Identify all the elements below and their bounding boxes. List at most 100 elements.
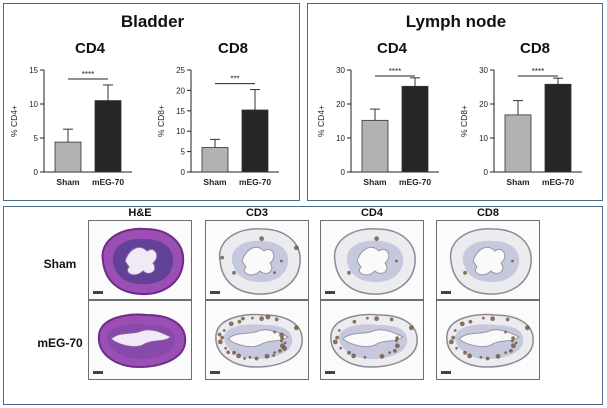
column-label-he: H&E bbox=[128, 207, 152, 219]
positive-cell bbox=[272, 354, 275, 357]
positive-cell bbox=[514, 341, 518, 345]
cd4-meg70-image bbox=[320, 300, 424, 380]
positive-cell bbox=[259, 236, 265, 242]
positive-cell bbox=[363, 355, 367, 359]
positive-cell bbox=[351, 353, 357, 359]
positive-cell bbox=[339, 346, 342, 350]
y-tick-label: 30 bbox=[336, 66, 345, 75]
positive-cell bbox=[451, 335, 456, 340]
tissue-section bbox=[97, 313, 187, 369]
positive-cell bbox=[259, 316, 265, 322]
positive-cell bbox=[395, 259, 398, 263]
significance-label: *** bbox=[230, 75, 239, 84]
bar-sham bbox=[201, 147, 229, 173]
tissue-section bbox=[101, 227, 185, 296]
y-tick-label: 0 bbox=[181, 168, 186, 177]
positive-cell bbox=[408, 325, 414, 331]
positive-cell bbox=[467, 353, 473, 359]
positive-cell bbox=[279, 332, 284, 338]
category-label: mEG-70 bbox=[92, 177, 124, 187]
positive-cell bbox=[468, 319, 473, 324]
y-axis-label: % CD4+ bbox=[316, 105, 326, 137]
y-tick-label: 5 bbox=[34, 134, 39, 143]
tissue-lumen bbox=[472, 246, 506, 276]
tissue-section bbox=[218, 228, 301, 295]
positive-cell bbox=[280, 259, 283, 263]
positive-cell bbox=[265, 314, 271, 320]
positive-cell bbox=[479, 355, 483, 359]
y-axis-label: % CD8+ bbox=[459, 105, 469, 137]
tissue-lumen bbox=[227, 329, 289, 348]
positive-cell bbox=[524, 325, 530, 331]
bar-meg-70 bbox=[94, 100, 122, 173]
y-tick-label: 0 bbox=[341, 168, 346, 177]
cd3-meg70-image bbox=[205, 300, 309, 380]
scale-bar bbox=[93, 371, 103, 374]
tissue-lumen bbox=[110, 329, 172, 348]
positive-cell bbox=[280, 339, 283, 343]
bladder-title: Bladder bbox=[120, 12, 185, 31]
category-label: Sham bbox=[363, 177, 387, 187]
scale-bar bbox=[210, 371, 220, 374]
bar-sham bbox=[504, 114, 532, 173]
positive-cell bbox=[448, 339, 454, 345]
lymph-node-title: Lymph node bbox=[405, 12, 507, 31]
positive-cell bbox=[347, 270, 351, 275]
category-label: Sham bbox=[56, 177, 80, 187]
positive-cell bbox=[228, 321, 234, 327]
scale-bar bbox=[93, 291, 103, 294]
positive-cell bbox=[282, 346, 287, 351]
significance-label: **** bbox=[389, 67, 401, 76]
positive-cell bbox=[243, 357, 246, 360]
column-label-cd4: CD4 bbox=[360, 207, 383, 219]
positive-cell bbox=[224, 346, 227, 350]
positive-cell bbox=[237, 319, 242, 324]
he-sham-image bbox=[88, 220, 192, 300]
tissue-lumen bbox=[458, 329, 520, 348]
y-tick-label: 20 bbox=[176, 86, 185, 95]
positive-cell bbox=[337, 329, 341, 332]
positive-cell bbox=[490, 316, 496, 322]
positive-cell bbox=[283, 341, 287, 345]
positive-cell bbox=[395, 336, 400, 341]
y-axis-label: % CD8+ bbox=[156, 105, 166, 137]
scale-bar bbox=[210, 291, 220, 294]
positive-cell bbox=[236, 353, 242, 359]
scale-bar bbox=[441, 291, 451, 294]
tissue-section bbox=[449, 228, 532, 295]
positive-cell bbox=[459, 321, 465, 327]
positive-cell bbox=[332, 339, 338, 345]
positive-cell bbox=[511, 343, 516, 349]
significance-label: **** bbox=[532, 67, 544, 76]
positive-cell bbox=[509, 348, 513, 353]
y-tick-label: 10 bbox=[479, 134, 488, 143]
positive-cell bbox=[220, 335, 225, 340]
tissue-section bbox=[333, 228, 416, 295]
y-axis-label: % CD4+ bbox=[9, 105, 19, 137]
positive-cell bbox=[504, 330, 507, 334]
positive-cell bbox=[232, 350, 236, 355]
positive-cell bbox=[482, 316, 485, 320]
y-tick-label: 10 bbox=[29, 100, 38, 109]
category-label: Sham bbox=[506, 177, 530, 187]
positive-cell bbox=[511, 336, 516, 341]
cd8-sham-image bbox=[436, 220, 540, 300]
positive-cell bbox=[293, 325, 299, 331]
row-label-sham: Sham bbox=[43, 257, 77, 271]
y-tick-label: 15 bbox=[176, 107, 185, 116]
bar-meg-70 bbox=[544, 83, 572, 173]
y-tick-label: 20 bbox=[479, 100, 488, 109]
positive-cell bbox=[254, 356, 259, 361]
positive-cell bbox=[511, 339, 514, 343]
bar-meg-70 bbox=[241, 109, 269, 173]
tissue-section bbox=[446, 313, 534, 368]
tissue-lumen bbox=[124, 246, 158, 276]
category-label: mEG-70 bbox=[542, 177, 574, 187]
tissue-lumen bbox=[356, 246, 390, 276]
significance-label: **** bbox=[82, 70, 94, 79]
he-meg70-image bbox=[88, 300, 192, 380]
positive-cell bbox=[352, 319, 357, 324]
